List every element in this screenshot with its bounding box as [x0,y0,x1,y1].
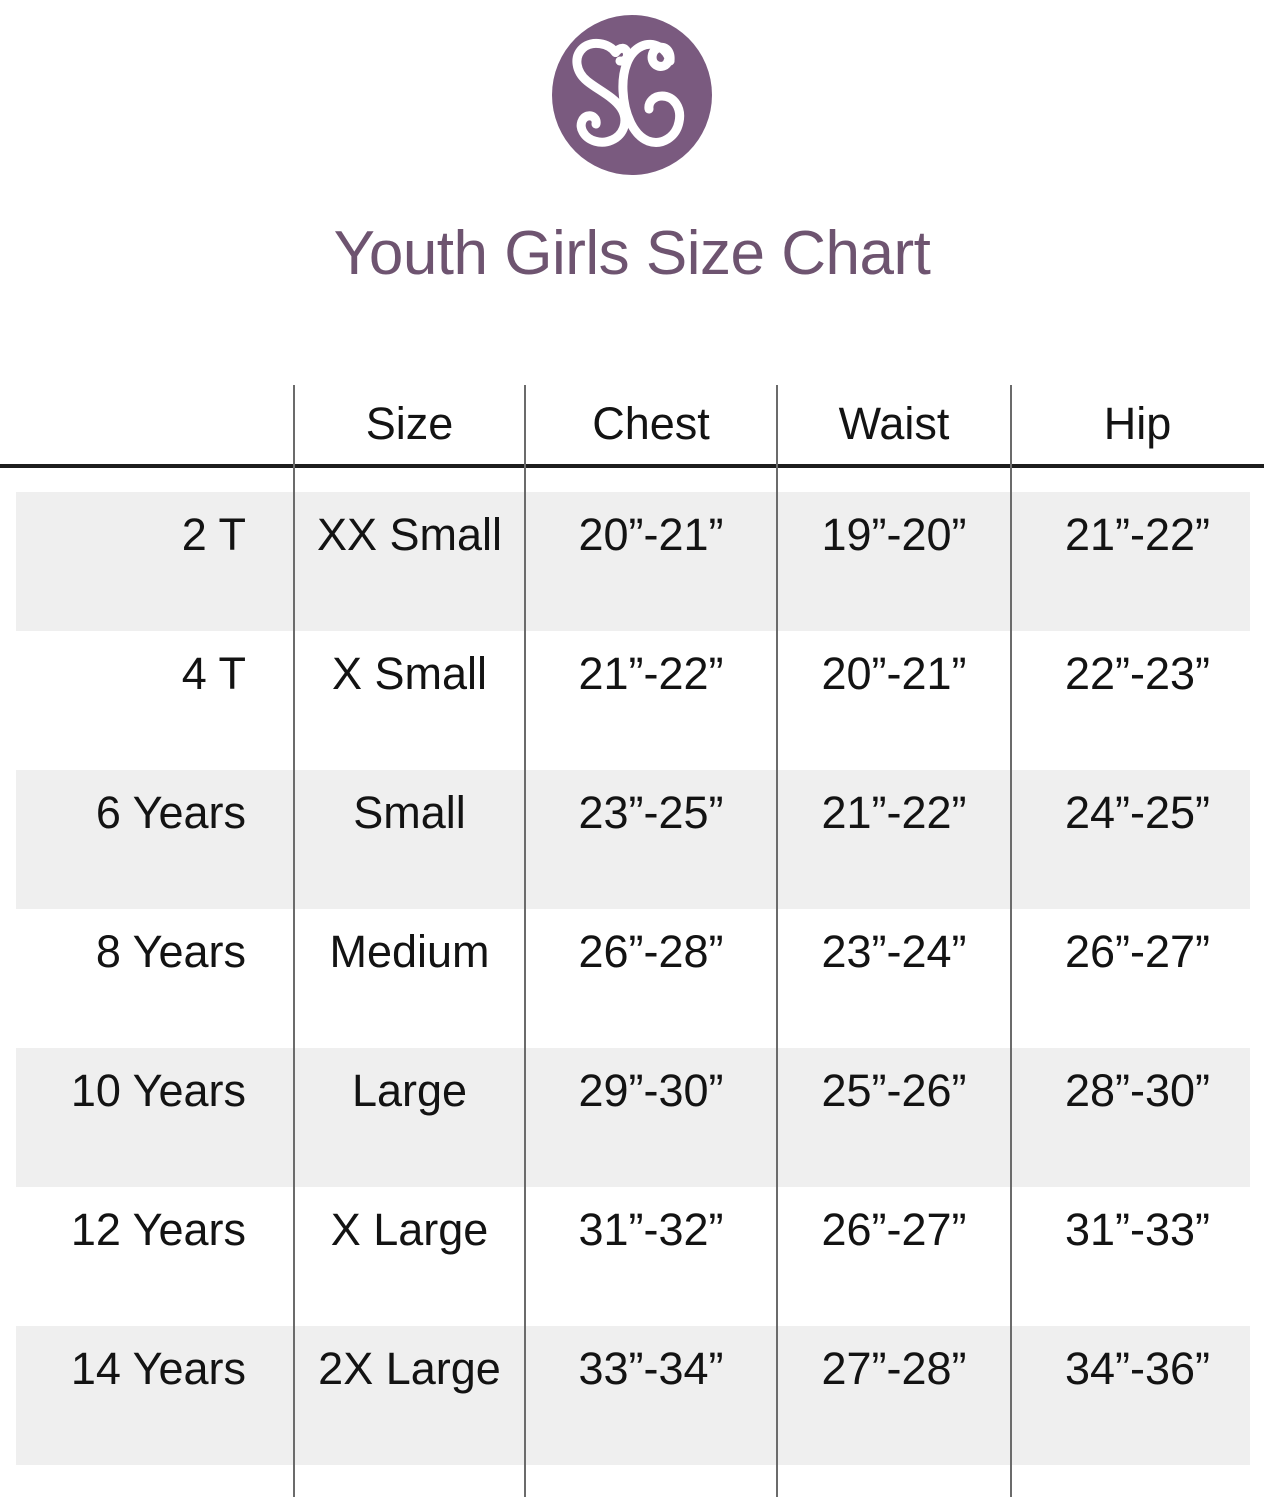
page-title: Youth Girls Size Chart [333,219,931,288]
column-divider-3 [776,385,778,1497]
table-row: 10 Years Large 29”-30” 25”-26” 28”-30” [0,1021,1264,1160]
header-underline-rule [0,464,1264,468]
cell-waist: 26”-27” [821,1203,967,1255]
cell-hip: 21”-22” [1064,508,1211,560]
column-divider-1 [293,385,295,1497]
table-header: Size Chest Waist Hip [0,383,1264,465]
column-header-age [0,383,294,465]
table-row: 4 T X Small 21”-22” 20”-21” 22”-23” [0,604,1264,743]
cell-waist: 25”-26” [821,1064,967,1116]
cell-chest: 33”-34” [578,1342,724,1394]
cell-waist: 20”-21” [821,647,967,699]
row-shade-band [16,492,1250,631]
row-shade-band [16,770,1250,909]
cell-age: 10 Years [70,1064,246,1116]
cell-chest: 23”-25” [578,786,724,838]
table-row: 14 Years 2X Large 33”-34” 27”-28” 34”-36” [0,1299,1264,1438]
cell-hip: 26”-27” [1064,925,1211,977]
cell-size: Large [351,1064,468,1116]
cell-age: 2 T [181,508,246,560]
cell-waist: 21”-22” [821,786,967,838]
cell-waist: 19”-20” [821,508,967,560]
cell-age: 12 Years [70,1203,246,1255]
brand-logo-container [0,0,1264,175]
cell-size: 2X Large [318,1342,501,1394]
column-header-waist: Waist [838,398,950,449]
cell-chest: 29”-30” [578,1064,724,1116]
row-shade-band [16,1048,1250,1187]
cell-age: 14 Years [70,1342,246,1394]
cell-size: XX Small [316,508,503,560]
cell-size: X Large [330,1203,489,1255]
size-chart-table: Size Chest Waist Hip 2 T XX Small 20”-21” 1… [0,383,1264,1438]
table-row: 12 Years X Large 31”-32” 26”-27” 31”-33” [0,1160,1264,1299]
cell-chest: 21”-22” [578,647,724,699]
sg-monogram-logo-icon [552,15,712,175]
cell-age: 4 T [181,647,246,699]
cell-size: Small [353,786,466,838]
cell-hip: 24”-25” [1064,786,1211,838]
column-divider-4 [1010,385,1012,1497]
cell-age: 6 Years [95,786,246,838]
cell-hip: 22”-23” [1064,647,1211,699]
cell-waist: 27”-28” [821,1342,967,1394]
cell-chest: 31”-32” [578,1203,724,1255]
cell-size: X Small [331,647,488,699]
table-header-row: Size Chest Waist Hip [0,383,1264,465]
cell-size: Medium [329,925,490,977]
column-header-hip: Hip [1103,398,1172,449]
table-row: 8 Years Medium 26”-28” 23”-24” 26”-27” [0,882,1264,1021]
table-row: 2 T XX Small 20”-21” 19”-20” 21”-22” [0,465,1264,604]
column-header-chest: Chest [592,398,710,449]
cell-waist: 23”-24” [821,925,967,977]
cell-hip: 31”-33” [1064,1203,1211,1255]
cell-chest: 26”-28” [578,925,724,977]
cell-hip: 34”-36” [1064,1342,1211,1394]
cell-hip: 28”-30” [1064,1064,1211,1116]
column-header-size: Size [365,398,454,449]
size-chart-table-container: Size Chest Waist Hip 2 T XX Small 20”-21” 1… [0,383,1264,1500]
row-shade-band [16,1326,1250,1465]
cell-age: 8 Years [95,925,246,977]
table-body: 2 T XX Small 20”-21” 19”-20” 21”-22” 4 T X Sma… [0,465,1264,1438]
cell-chest: 20”-21” [578,508,724,560]
table-row: 6 Years Small 23”-25” 21”-22” 24”-25” [0,743,1264,882]
column-divider-2 [524,385,526,1497]
